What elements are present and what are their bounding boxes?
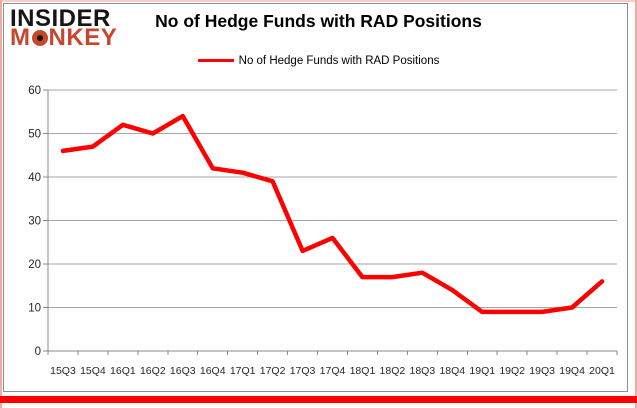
x-tick-label: 17Q1 (230, 365, 256, 377)
monkey-eye-o-icon (31, 30, 48, 46)
x-tick-label: 15Q3 (50, 365, 76, 377)
x-tick-label: 17Q2 (260, 365, 286, 377)
logo-monkey-text: M NKEY (10, 24, 118, 51)
series-line (60, 113, 605, 315)
x-tick-label: 18Q1 (350, 365, 376, 377)
x-tick-label: 19Q4 (559, 365, 585, 377)
frame-edge-top (0, 0, 637, 2)
insider-monkey-logo: INSIDER M NKEY (10, 5, 118, 51)
x-tick-label: 17Q3 (290, 365, 316, 377)
y-tick-label: 20 (28, 259, 41, 271)
x-tick-label: 16Q4 (200, 365, 226, 377)
y-tick-label: 0 (35, 346, 41, 358)
logo-insider-text: INSIDER (10, 5, 111, 32)
x-tick-label: 16Q3 (170, 365, 196, 377)
y-tick-label: 30 (28, 216, 41, 228)
x-tick-label: 19Q2 (499, 365, 525, 377)
x-tick-label: 15Q4 (80, 365, 106, 377)
x-tick-label: 18Q4 (439, 365, 465, 377)
chart-area-border (3, 3, 628, 392)
legend: No of Hedge Funds with RAD Positions (0, 55, 637, 67)
y-tick-label: 10 (28, 303, 41, 315)
chart-title: No of Hedge Funds with RAD Positions (155, 11, 482, 31)
x-tick-label: 16Q1 (110, 365, 136, 377)
x-tick-label: 18Q3 (409, 365, 435, 377)
x-tick-label: 18Q2 (380, 365, 406, 377)
frame-edge-right (635, 0, 637, 408)
x-tick-label: 19Q1 (469, 365, 495, 377)
bottom-accent-bar (0, 396, 637, 403)
frame-edge-left (0, 0, 2, 408)
x-tick-label: 20Q1 (589, 365, 615, 377)
y-tick-label: 60 (28, 85, 41, 97)
x-tick-label: 16Q2 (140, 365, 166, 377)
legend-label: No of Hedge Funds with RAD Positions (238, 55, 440, 67)
y-tick-label: 40 (28, 172, 41, 184)
y-tick-label: 50 (28, 129, 41, 141)
x-tick-label: 19Q3 (529, 365, 555, 377)
legend-line-marker (197, 58, 234, 62)
x-tick-label: 17Q4 (320, 365, 346, 377)
